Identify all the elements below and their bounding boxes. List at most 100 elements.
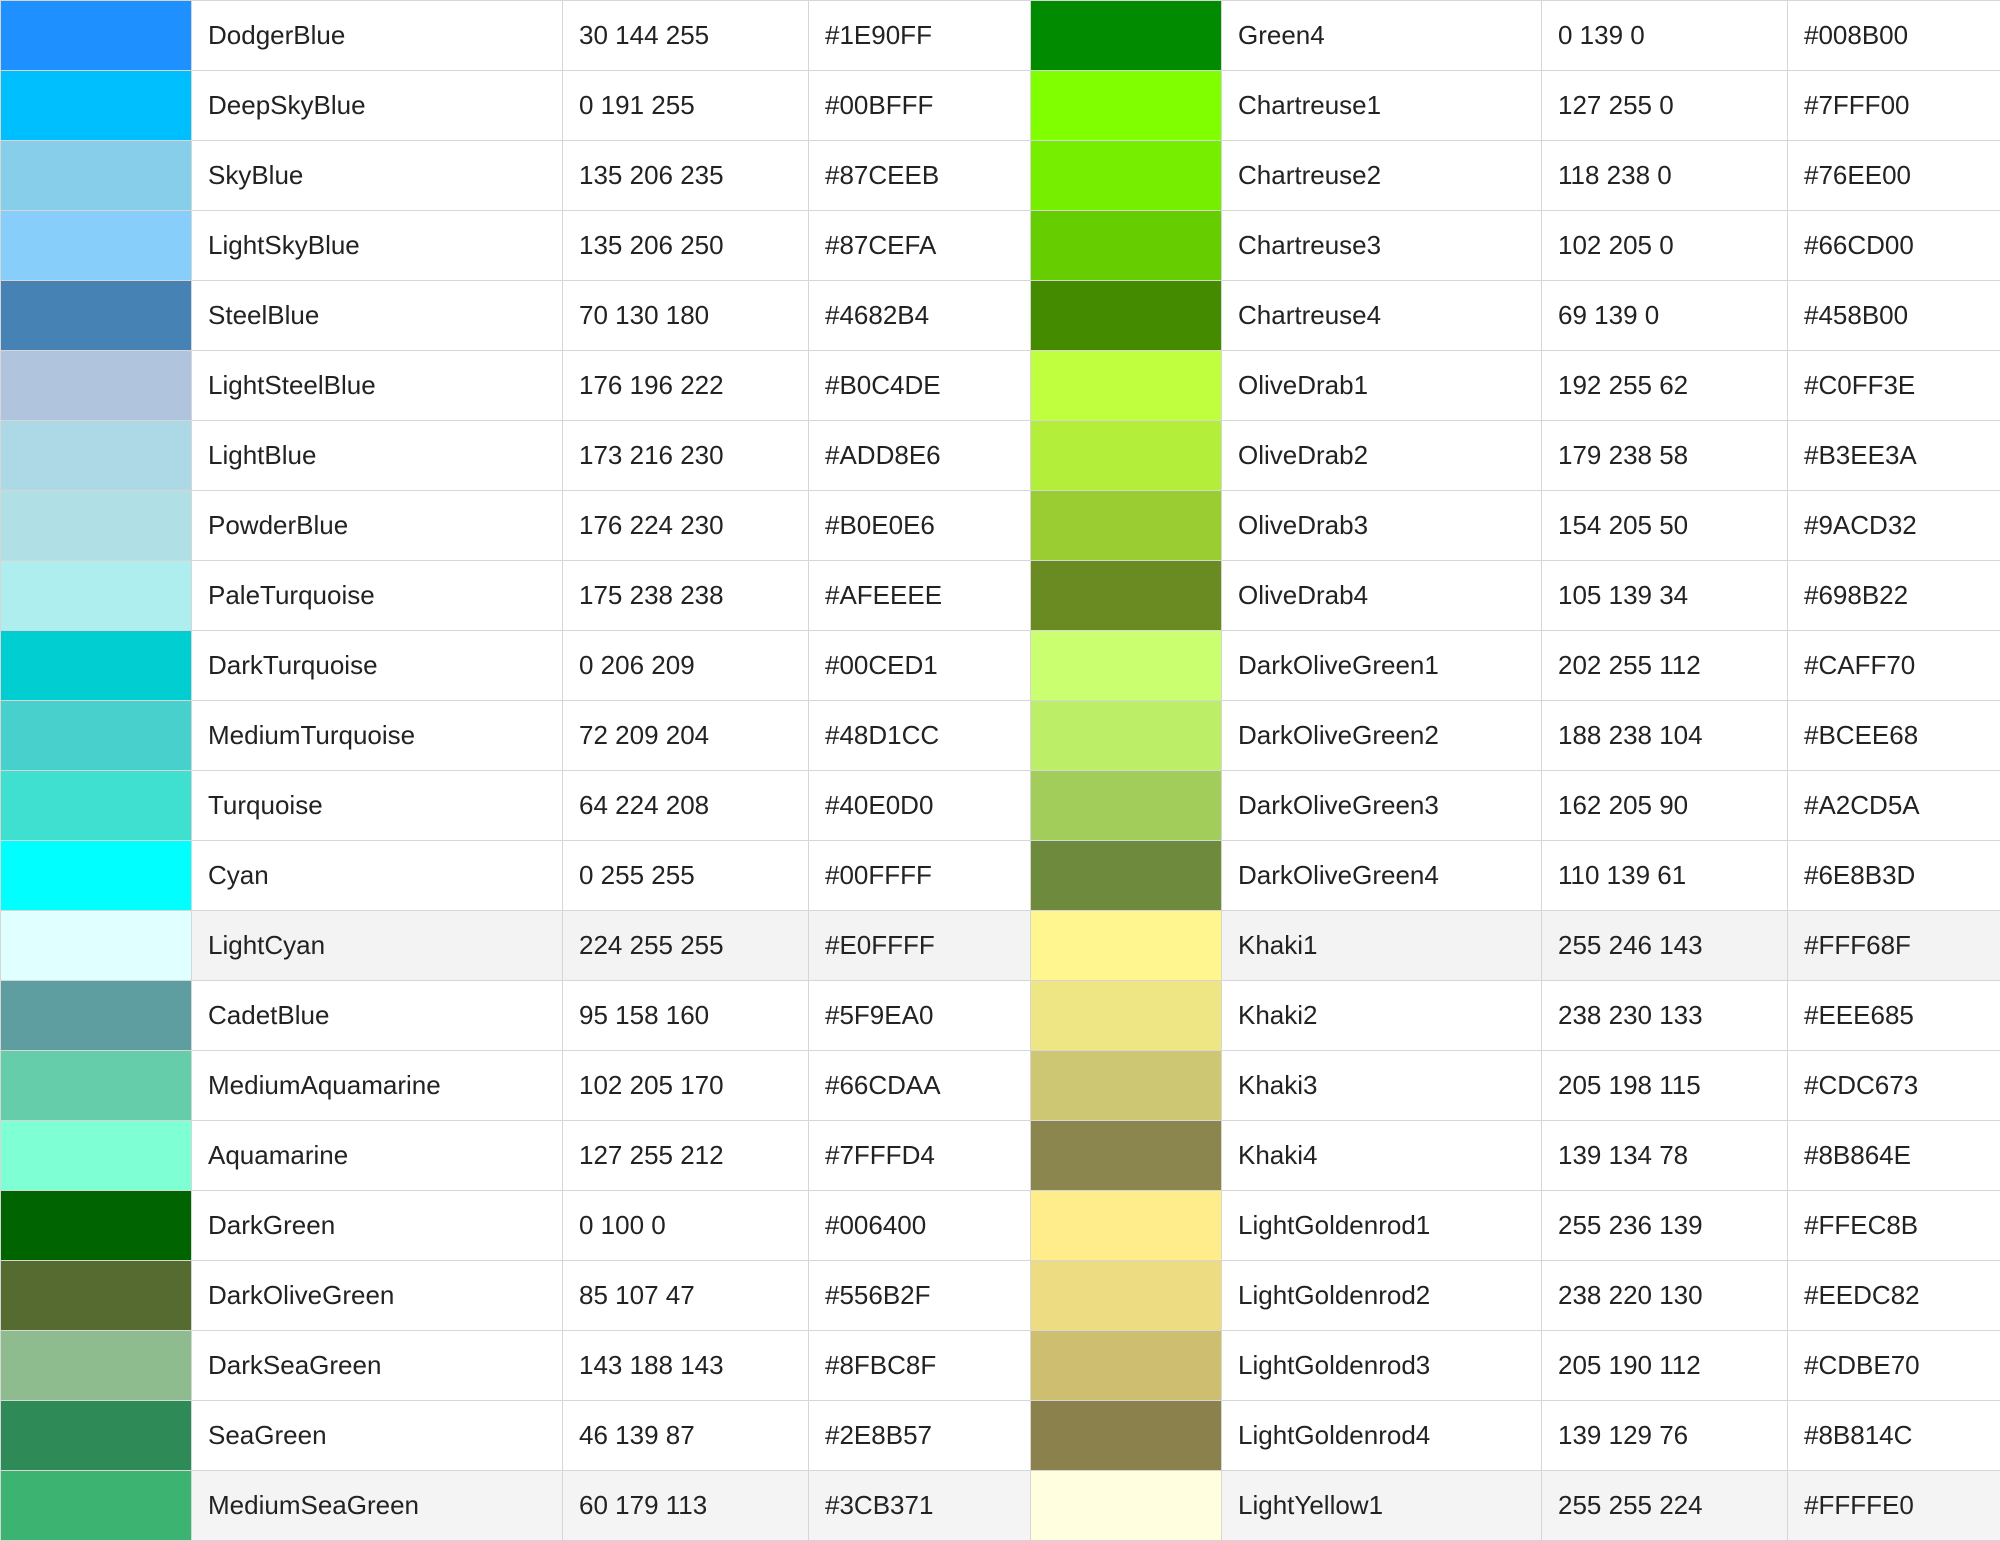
hex-value-cell: #B0C4DE: [809, 351, 1031, 421]
rgb-value-cell: 85 107 47: [563, 1261, 809, 1331]
color-name-cell: Chartreuse3: [1222, 211, 1542, 281]
hex-value-cell: #FFFFE0: [1788, 1471, 2000, 1541]
color-name-cell: PaleTurquoise: [192, 561, 563, 631]
color-swatch: [1, 1121, 192, 1191]
hex-value-cell: #AFEEEE: [809, 561, 1031, 631]
color-name-cell: DarkOliveGreen1: [1222, 631, 1542, 701]
color-swatch: [1031, 701, 1222, 771]
color-name-cell: DarkOliveGreen2: [1222, 701, 1542, 771]
color-name-cell: DarkOliveGreen4: [1222, 841, 1542, 911]
color-name-cell: Khaki2: [1222, 981, 1542, 1051]
hex-value-cell: #5F9EA0: [809, 981, 1031, 1051]
hex-value-cell: #B3EE3A: [1788, 421, 2000, 491]
rgb-value-cell: 102 205 0: [1542, 211, 1788, 281]
hex-value-cell: #CAFF70: [1788, 631, 2000, 701]
color-name-cell: OliveDrab3: [1222, 491, 1542, 561]
color-name-cell: Aquamarine: [192, 1121, 563, 1191]
color-swatch: [1031, 631, 1222, 701]
color-swatch: [1031, 71, 1222, 141]
hex-value-cell: #87CEFA: [809, 211, 1031, 281]
color-swatch: [1, 1331, 192, 1401]
rgb-value-cell: 255 236 139: [1542, 1191, 1788, 1261]
color-swatch: [1031, 421, 1222, 491]
color-swatch: [1, 281, 192, 351]
hex-value-cell: #008B00: [1788, 1, 2000, 71]
rgb-value-cell: 202 255 112: [1542, 631, 1788, 701]
rgb-value-cell: 175 238 238: [563, 561, 809, 631]
rgb-value-cell: 238 220 130: [1542, 1261, 1788, 1331]
hex-value-cell: #458B00: [1788, 281, 2000, 351]
color-swatch: [1031, 1401, 1222, 1471]
color-swatch: [1031, 1121, 1222, 1191]
color-name-cell: Green4: [1222, 1, 1542, 71]
color-swatch: [1031, 281, 1222, 351]
color-swatch: [1, 841, 192, 911]
rgb-value-cell: 72 209 204: [563, 701, 809, 771]
color-swatch: [1, 981, 192, 1051]
rgb-value-cell: 188 238 104: [1542, 701, 1788, 771]
color-name-cell: Khaki3: [1222, 1051, 1542, 1121]
color-name-cell: LightGoldenrod2: [1222, 1261, 1542, 1331]
rgb-value-cell: 0 255 255: [563, 841, 809, 911]
color-name-cell: CadetBlue: [192, 981, 563, 1051]
rgb-value-cell: 139 129 76: [1542, 1401, 1788, 1471]
hex-value-cell: #FFF68F: [1788, 911, 2000, 981]
color-swatch: [1, 421, 192, 491]
color-swatch: [1, 141, 192, 211]
color-swatch: [1, 561, 192, 631]
color-swatch: [1031, 141, 1222, 211]
rgb-value-cell: 102 205 170: [563, 1051, 809, 1121]
color-name-cell: MediumAquamarine: [192, 1051, 563, 1121]
rgb-value-cell: 60 179 113: [563, 1471, 809, 1541]
hex-value-cell: #00FFFF: [809, 841, 1031, 911]
color-name-cell: LightCyan: [192, 911, 563, 981]
color-name-cell: DarkOliveGreen: [192, 1261, 563, 1331]
rgb-value-cell: 205 190 112: [1542, 1331, 1788, 1401]
hex-value-cell: #2E8B57: [809, 1401, 1031, 1471]
color-swatch: [1, 631, 192, 701]
rgb-value-cell: 135 206 235: [563, 141, 809, 211]
color-swatch: [1, 211, 192, 281]
rgb-value-cell: 255 246 143: [1542, 911, 1788, 981]
color-name-cell: DarkSeaGreen: [192, 1331, 563, 1401]
hex-value-cell: #66CDAA: [809, 1051, 1031, 1121]
hex-value-cell: #8FBC8F: [809, 1331, 1031, 1401]
color-swatch: [1, 911, 192, 981]
hex-value-cell: #EEDC82: [1788, 1261, 2000, 1331]
rgb-value-cell: 127 255 0: [1542, 71, 1788, 141]
rgb-value-cell: 0 206 209: [563, 631, 809, 701]
rgb-value-cell: 0 191 255: [563, 71, 809, 141]
rgb-value-cell: 139 134 78: [1542, 1121, 1788, 1191]
hex-value-cell: #40E0D0: [809, 771, 1031, 841]
hex-value-cell: #9ACD32: [1788, 491, 2000, 561]
rgb-value-cell: 70 130 180: [563, 281, 809, 351]
color-name-cell: DarkOliveGreen3: [1222, 771, 1542, 841]
color-swatch: [1031, 1191, 1222, 1261]
rgb-value-cell: 224 255 255: [563, 911, 809, 981]
color-swatch: [1031, 1261, 1222, 1331]
hex-value-cell: #CDBE70: [1788, 1331, 2000, 1401]
color-name-cell: LightGoldenrod4: [1222, 1401, 1542, 1471]
rgb-value-cell: 0 100 0: [563, 1191, 809, 1261]
color-name-cell: LightSteelBlue: [192, 351, 563, 421]
color-swatch: [1, 1051, 192, 1121]
color-swatch: [1031, 1331, 1222, 1401]
color-name-cell: OliveDrab1: [1222, 351, 1542, 421]
color-name-cell: LightSkyBlue: [192, 211, 563, 281]
color-name-cell: DeepSkyBlue: [192, 71, 563, 141]
rgb-value-cell: 135 206 250: [563, 211, 809, 281]
rgb-value-cell: 69 139 0: [1542, 281, 1788, 351]
color-swatch: [1, 1, 192, 71]
color-swatch: [1031, 981, 1222, 1051]
hex-value-cell: #C0FF3E: [1788, 351, 2000, 421]
color-name-cell: PowderBlue: [192, 491, 563, 561]
rgb-value-cell: 179 238 58: [1542, 421, 1788, 491]
